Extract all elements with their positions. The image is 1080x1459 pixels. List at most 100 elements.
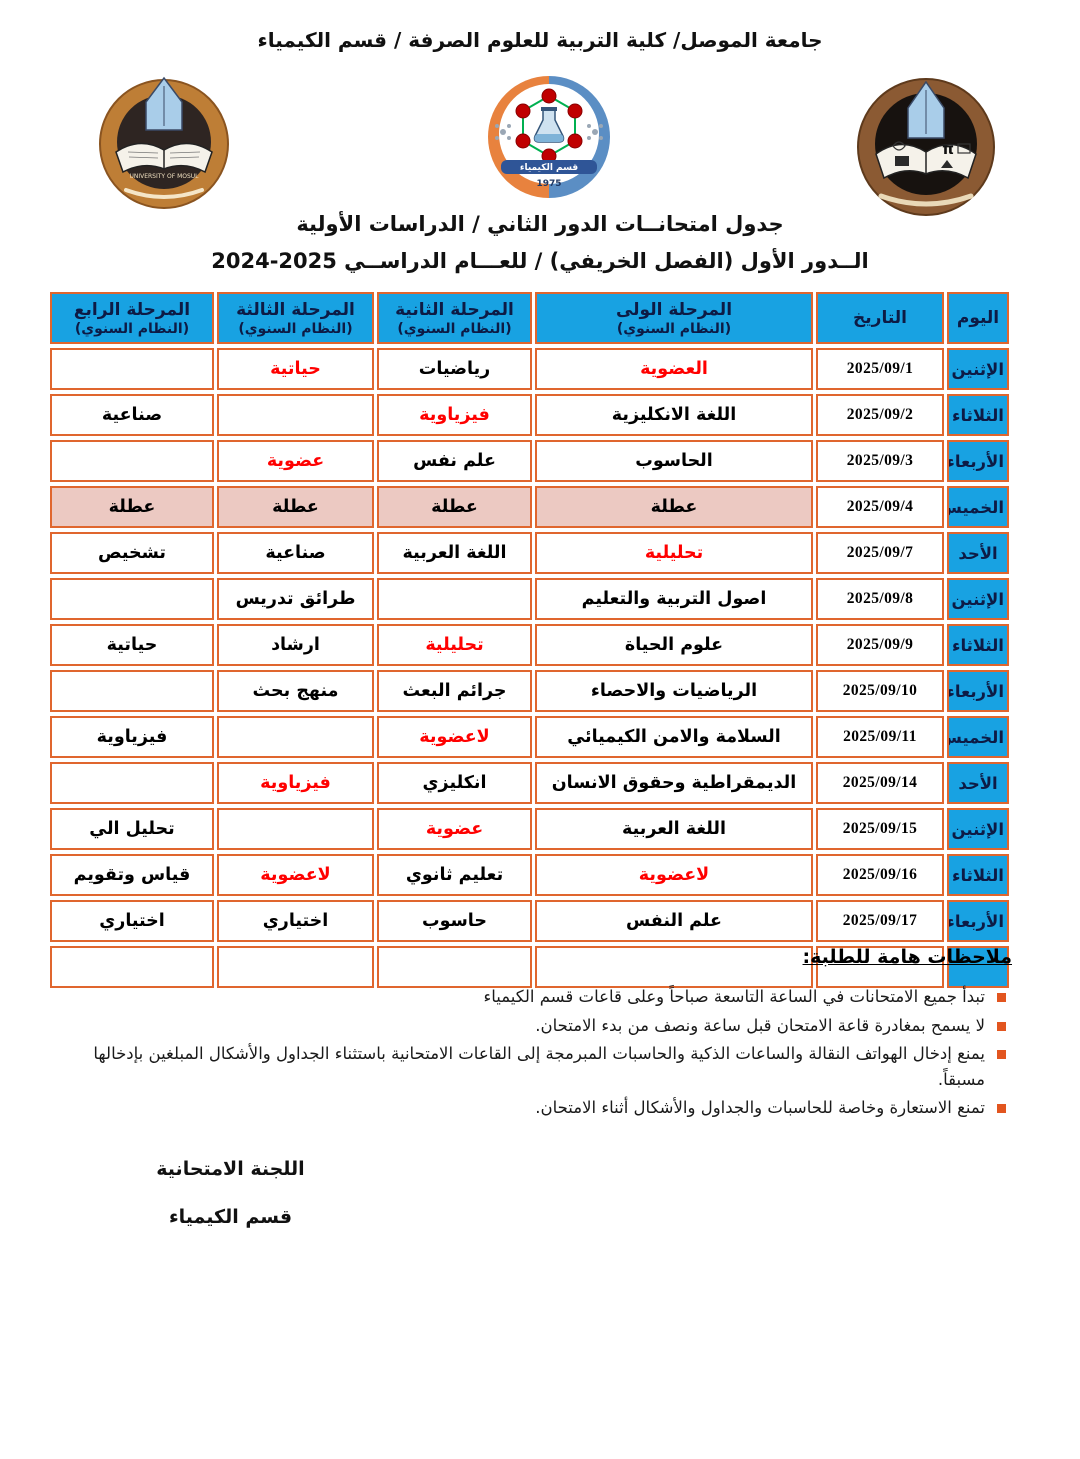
- subject-cell: الديمقراطية وحقوق الانسان: [535, 762, 813, 804]
- day-cell: [947, 946, 1009, 988]
- subject-cell: لاعضوية: [377, 716, 532, 758]
- table-row: الثلاثاء 2025/09/9 علوم الحياة تحليلية ارشاد…: [50, 624, 1009, 666]
- column-header-label: اليوم: [956, 308, 1000, 328]
- table-header-row: اليوم التاريخ المرحلة الولى (النظام السن…: [50, 292, 1009, 344]
- title-line-2: الــدور الأول (الفصل الخريفي) / للعـــام…: [211, 248, 869, 273]
- date-cell: 2025/09/16: [816, 854, 944, 896]
- subject-cell: قياس وتقويم: [50, 854, 214, 896]
- table-row: الثلاثاء 2025/09/2 اللغة الانكليزية فيزياوي…: [50, 394, 1009, 436]
- note-item: لا يسمح بمغادرة قاعة الامتحان قبل ساعة و…: [55, 1013, 1012, 1039]
- subject-cell: [377, 946, 532, 988]
- date-cell: [816, 946, 944, 988]
- day-cell: الأحد: [947, 532, 1009, 574]
- chemistry-department-logo-graphic: قسم الكيمياء 1975: [488, 76, 610, 198]
- day-cell: الإثنين: [947, 578, 1009, 620]
- column-header-sub: (النظام السنوي): [238, 320, 353, 337]
- table-row: الأربعاء 2025/09/17 علم النفس حاسوب اختياري ا…: [50, 900, 1009, 942]
- notes-heading: ملاحظات هامة للطلبة:: [802, 946, 1012, 968]
- column-header-label: المرحلة الرابع: [73, 299, 191, 320]
- subject-cell: علم نفس: [377, 440, 532, 482]
- institution-header: جامعة الموصل/ كلية التربية للعلوم الصرفة…: [257, 28, 823, 52]
- college-of-education-logo: π: [851, 74, 1001, 216]
- subject-cell: لاعضوية: [535, 854, 813, 896]
- subject-cell: اختياري: [50, 900, 214, 942]
- subject-cell: [50, 578, 214, 620]
- date-cell: 2025/09/3: [816, 440, 944, 482]
- subject-cell: العضوية: [535, 348, 813, 390]
- day-cell: الأربعاء: [947, 440, 1009, 482]
- column-header-sub: (النظام السنوي): [616, 320, 732, 337]
- subject-cell: [50, 946, 214, 988]
- subject-cell: [50, 670, 214, 712]
- column-header-label: المرحلة الثانية: [395, 299, 514, 320]
- day-cell: الإثنين: [947, 808, 1009, 850]
- column-header-sub: (النظام السنوي): [397, 320, 512, 337]
- document-title-block: جدول امتحانــات الدور الثاني / الدراسات …: [0, 206, 1080, 280]
- subject-cell: لاعضوية: [217, 854, 374, 896]
- day-cell: الثلاثاء: [947, 854, 1009, 896]
- note-item: تبدأ جميع الامتحانات في الساعة التاسعة ص…: [55, 984, 1012, 1010]
- date-cell: 2025/09/4: [816, 486, 944, 528]
- subject-cell: اللغة الانكليزية: [535, 394, 813, 436]
- subject-cell: عضوية: [217, 440, 374, 482]
- day-cell: الأربعاء: [947, 670, 1009, 712]
- date-cell: 2025/09/17: [816, 900, 944, 942]
- subject-cell: [217, 808, 374, 850]
- subject-cell: ارشاد: [217, 624, 374, 666]
- subject-cell: جرائم البعث: [377, 670, 532, 712]
- subject-cell: فيزياوية: [377, 394, 532, 436]
- subject-cell: رياضيات: [377, 348, 532, 390]
- day-cell: الأحد: [947, 762, 1009, 804]
- table-row: الثلاثاء 2025/09/16 لاعضوية تعليم ثانوي لاعض…: [50, 854, 1009, 896]
- table-row: الأحد 2025/09/14 الديمقراطية وحقوق الانسان…: [50, 762, 1009, 804]
- day-cell: الثلاثاء: [947, 394, 1009, 436]
- date-cell: 2025/09/2: [816, 394, 944, 436]
- subject-cell: عضوية: [377, 808, 532, 850]
- table-row: الإثنين 2025/09/8 اصول التربية والتعليم طرا…: [50, 578, 1009, 620]
- date-cell: 2025/09/9: [816, 624, 944, 666]
- subject-cell: صناعية: [50, 394, 214, 436]
- column-header-label: التاريخ: [853, 308, 907, 328]
- subject-cell: عطلة: [377, 486, 532, 528]
- subject-cell: صناعية: [217, 532, 374, 574]
- date-cell: 2025/09/1: [816, 348, 944, 390]
- subject-cell: منهج بحث: [217, 670, 374, 712]
- chemistry-logo-band-text: قسم الكيمياء: [520, 163, 578, 173]
- college-of-education-logo-graphic: π: [857, 78, 995, 216]
- subject-cell: حياتية: [50, 624, 214, 666]
- subject-cell: عطلة: [535, 486, 813, 528]
- date-cell: 2025/09/7: [816, 532, 944, 574]
- subject-cell: اختياري: [217, 900, 374, 942]
- university-of-mosul-logo: UNIVERSITY OF MOSUL: [96, 72, 232, 210]
- subject-cell: علوم الحياة: [535, 624, 813, 666]
- column-header-stage3: المرحلة الثالثة (النظام السنوي): [217, 292, 374, 344]
- note-item: يمنع إدخال الهواتف النقالة والساعات الذك…: [55, 1041, 1012, 1092]
- subject-cell: تحليلية: [377, 624, 532, 666]
- subject-cell: [217, 394, 374, 436]
- table-row: الأربعاء 2025/09/3 الحاسوب علم نفس عضوية: [50, 440, 1009, 482]
- subject-cell: [217, 716, 374, 758]
- title-line-1: جدول امتحانــات الدور الثاني / الدراسات …: [296, 212, 784, 236]
- subject-cell: حياتية: [217, 348, 374, 390]
- subject-cell: الرياضيات والاحصاء: [535, 670, 813, 712]
- subject-cell: عطلة: [50, 486, 214, 528]
- notes-section: ملاحظات هامة للطلبة: تبدأ جميع الامتحانا…: [55, 946, 1012, 1124]
- table-row: الأربعاء 2025/09/10 الرياضيات والاحصاء جرائ…: [50, 670, 1009, 712]
- note-item: تمنع الاستعارة وخاصة للحاسبات والجداول و…: [55, 1095, 1012, 1121]
- subject-cell: الحاسوب: [535, 440, 813, 482]
- column-header-label: المرحلة الثالثة: [236, 299, 355, 320]
- subject-cell: [50, 348, 214, 390]
- university-of-mosul-logo-graphic: UNIVERSITY OF MOSUL: [99, 76, 229, 209]
- table-row: الإثنين 2025/09/1 العضوية رياضيات حياتية: [50, 348, 1009, 390]
- signature-committee: اللجنة الامتحانية: [156, 1158, 305, 1180]
- subject-cell: تحليل الي: [50, 808, 214, 850]
- subject-cell: طرائق تدريس: [217, 578, 374, 620]
- chemistry-logo-year: 1975: [536, 179, 561, 189]
- college-logo-pi-symbol: π: [942, 140, 954, 158]
- day-cell: الخميس: [947, 716, 1009, 758]
- subject-cell: [377, 578, 532, 620]
- column-header-stage2: المرحلة الثانية (النظام السنوي): [377, 292, 532, 344]
- date-cell: 2025/09/14: [816, 762, 944, 804]
